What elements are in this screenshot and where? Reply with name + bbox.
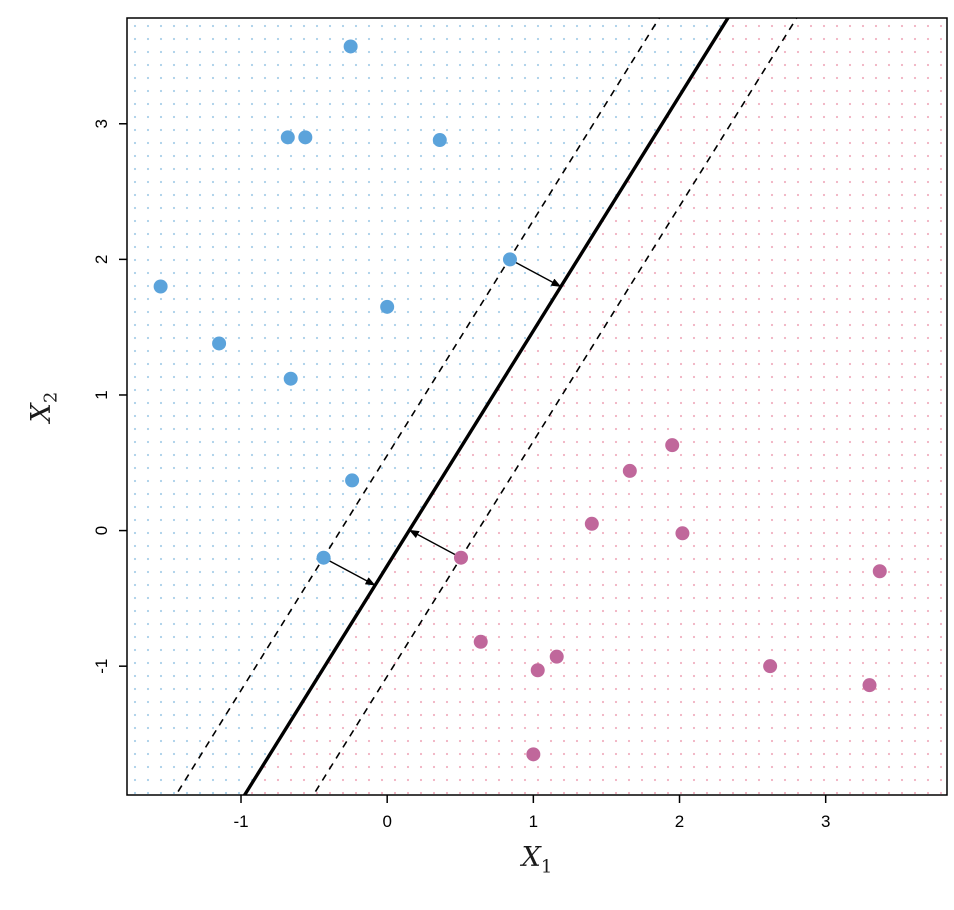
- margin-line-upper: [174, 18, 661, 795]
- margin-distance-arrow: [323, 557, 376, 586]
- data-point: [343, 39, 358, 54]
- y-tick-label: 0: [92, 526, 111, 535]
- data-point: [473, 634, 488, 649]
- x-tick-label: -1: [233, 812, 248, 831]
- y-tick-label: 2: [92, 255, 111, 264]
- series-blue-class: [153, 39, 517, 565]
- y-axis-label-base: X: [26, 403, 57, 423]
- x-axis-label-sub: 1: [540, 856, 553, 878]
- x-tick-label: 1: [529, 812, 538, 831]
- data-point: [530, 663, 545, 678]
- data-point: [212, 336, 227, 351]
- series-purple-class: [453, 438, 887, 762]
- margin-line-lower: [312, 18, 798, 795]
- data-point: [872, 564, 887, 579]
- y-tick-label: 1: [92, 390, 111, 399]
- data-point: [549, 649, 564, 664]
- plot-border: [126, 17, 948, 796]
- x-tick-label: 0: [382, 812, 391, 831]
- x-tick-label: 2: [675, 812, 684, 831]
- y-axis-label-sub: 2: [40, 391, 62, 404]
- data-point: [584, 516, 599, 531]
- y-tick-label: -1: [92, 659, 111, 674]
- data-point: [153, 279, 168, 294]
- x-tick-label: 3: [821, 812, 830, 831]
- x-axis-label-base: X: [521, 842, 541, 873]
- data-point: [665, 438, 680, 453]
- separating-hyperplane-line: [242, 18, 730, 795]
- data-point: [316, 550, 331, 565]
- classification-region-dots: [133, 24, 943, 795]
- data-point: [622, 463, 637, 478]
- data-point: [380, 299, 395, 314]
- data-point: [453, 550, 468, 565]
- margin-distance-arrow: [509, 258, 562, 288]
- data-point: [862, 678, 877, 693]
- y-axis-label: X2: [25, 375, 62, 439]
- data-point: [526, 747, 541, 762]
- y-tick-label: 3: [92, 119, 111, 128]
- data-point: [763, 659, 778, 674]
- data-point: [675, 526, 690, 541]
- data-point: [280, 130, 295, 145]
- data-point: [432, 133, 447, 148]
- data-point: [345, 473, 360, 488]
- data-point: [283, 371, 298, 386]
- margin-distance-arrow: [408, 529, 462, 559]
- data-point: [502, 252, 517, 267]
- data-point: [298, 130, 313, 145]
- x-axis-label: X1: [127, 842, 947, 876]
